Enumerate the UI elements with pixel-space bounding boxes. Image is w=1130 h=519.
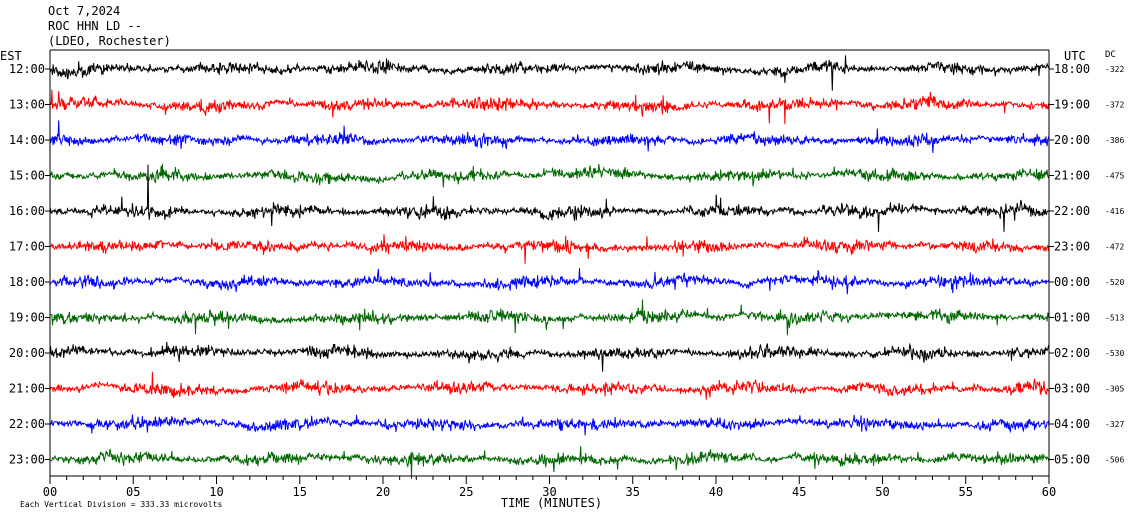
- trace-2300: [49, 446, 1050, 480]
- est-label-1800: 18:00: [9, 275, 45, 289]
- est-label-1400: 14:00: [9, 133, 45, 147]
- utc-label-0100: 01:00: [1054, 311, 1090, 325]
- utc-label-1800: 18:00: [1054, 62, 1090, 76]
- utc-label-2000: 20:00: [1054, 133, 1090, 147]
- dc-value-1200: -322: [1105, 65, 1124, 74]
- est-label-1200: 12:00: [9, 62, 45, 76]
- trace-1500: [49, 163, 1050, 188]
- est-label-1500: 15:00: [9, 169, 45, 183]
- est-label-1300: 13:00: [9, 98, 45, 112]
- utc-label-0500: 05:00: [1054, 453, 1090, 467]
- est-label-2300: 23:00: [9, 453, 45, 467]
- x-tick-label-25: 25: [459, 485, 473, 499]
- est-label-2200: 22:00: [9, 417, 45, 431]
- station-label: ROC HHN LD --: [48, 19, 142, 33]
- x-axis-title: TIME (MINUTES): [501, 496, 602, 510]
- est-axis-label: EST: [0, 49, 22, 63]
- trace-1700: [49, 234, 1050, 264]
- axis-labels: 00 05 10 15 20 25 30 35 40 45 50 55 60 TIME (MINUTES)…: [0, 49, 1124, 510]
- x-tick-label-35: 35: [626, 485, 640, 499]
- x-tick-label-05: 05: [126, 485, 140, 499]
- trace-2000: [49, 341, 1050, 372]
- x-tick-label-55: 55: [959, 485, 973, 499]
- location-label: (LDEO, Rochester): [48, 34, 171, 48]
- dc-value-1300: -372: [1105, 101, 1124, 110]
- x-tick-label-60: 60: [1042, 485, 1056, 499]
- trace-1400: [49, 120, 1050, 154]
- dc-value-1600: -416: [1105, 207, 1124, 216]
- dc-value-1900: -513: [1105, 314, 1124, 323]
- dc-value-1500: -475: [1105, 172, 1124, 181]
- seismic-traces: [49, 55, 1050, 480]
- x-tick-label-10: 10: [209, 485, 223, 499]
- trace-1200: [49, 55, 1050, 91]
- trace-2200: [49, 414, 1050, 436]
- utc-label-0400: 04:00: [1054, 417, 1090, 431]
- dc-value-1800: -520: [1105, 278, 1124, 287]
- est-label-1700: 17:00: [9, 240, 45, 254]
- trace-1600: [49, 164, 1050, 233]
- utc-label-2300: 23:00: [1054, 240, 1090, 254]
- trace-2100: [49, 371, 1050, 400]
- est-label-2000: 20:00: [9, 346, 45, 360]
- utc-label-1900: 19:00: [1054, 98, 1090, 112]
- vertical-division-note: Each Vertical Division = 333.33 microvol…: [20, 500, 222, 509]
- est-label-1900: 19:00: [9, 311, 45, 325]
- x-tick-label-15: 15: [293, 485, 307, 499]
- dc-value-2300: -506: [1105, 456, 1124, 465]
- dc-value-2200: -327: [1105, 420, 1124, 429]
- x-tick-label-20: 20: [376, 485, 390, 499]
- dc-axis-label: DC: [1105, 50, 1116, 60]
- utc-axis-label: UTC: [1064, 49, 1086, 63]
- trace-1300: [49, 89, 1050, 125]
- date-label: Oct 7,2024: [48, 4, 121, 18]
- est-label-2100: 21:00: [9, 382, 45, 396]
- x-tick-label-00: 00: [43, 485, 57, 499]
- x-tick-label-50: 50: [875, 485, 889, 499]
- x-tick-label-30: 30: [542, 485, 556, 499]
- dc-value-1400: -386: [1105, 136, 1124, 145]
- utc-label-0000: 00:00: [1054, 275, 1090, 289]
- utc-label-0200: 02:00: [1054, 346, 1090, 360]
- trace-1900: [49, 299, 1050, 336]
- dc-value-2100: -305: [1105, 385, 1124, 394]
- utc-label-2200: 22:00: [1054, 204, 1090, 218]
- trace-1800: [49, 268, 1050, 295]
- dc-value-2000: -530: [1105, 349, 1124, 358]
- x-tick-label-45: 45: [792, 485, 806, 499]
- dc-value-1700: -472: [1105, 243, 1124, 252]
- est-label-1600: 16:00: [9, 204, 45, 218]
- utc-label-2100: 21:00: [1054, 169, 1090, 183]
- x-tick-label-40: 40: [709, 485, 723, 499]
- chart-axes: [45, 49, 1054, 484]
- utc-label-0300: 03:00: [1054, 382, 1090, 396]
